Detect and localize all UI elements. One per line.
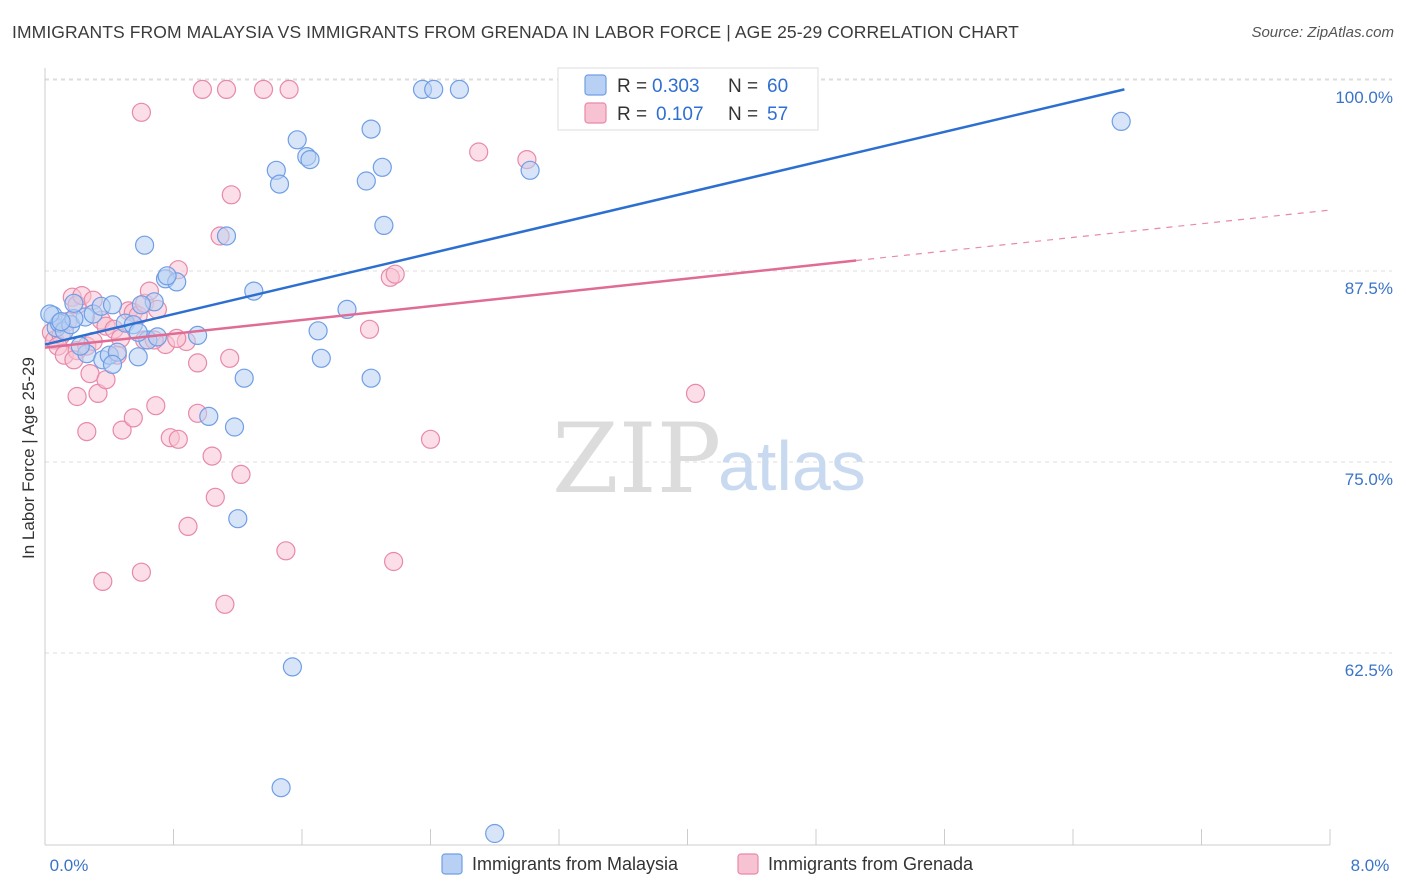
point-grenada-64 — [420, 429, 441, 449]
legend-swatch-malaysia — [584, 74, 607, 96]
point-malaysia-55 — [271, 778, 291, 798]
point-grenada-42 — [168, 429, 188, 449]
point-grenada-55 — [253, 79, 274, 100]
point-malaysia-44 — [287, 130, 307, 150]
point-malaysia-30 — [216, 226, 237, 246]
y-axis-label: In Labor Force | Age 25-29 — [19, 357, 38, 559]
trendline-grenada-extension — [856, 209, 1331, 262]
point-malaysia-31 — [234, 368, 254, 388]
point-grenada-40 — [146, 396, 166, 416]
bottom-legend: Immigrants from Malaysia Immigrants from… — [441, 853, 974, 875]
point-malaysia-32 — [308, 321, 328, 341]
point-grenada-53 — [192, 79, 212, 100]
point-malaysia-50 — [449, 79, 469, 100]
legend-r-value-malaysia: 0.303 — [652, 76, 700, 97]
point-malaysia-25 — [157, 266, 177, 286]
point-grenada-39 — [123, 408, 143, 428]
legend-n-value-malaysia: 60 — [767, 76, 788, 97]
point-grenada-62 — [385, 264, 405, 284]
point-grenada-56 — [279, 79, 299, 100]
point-malaysia-47 — [374, 215, 394, 235]
bottom-legend-swatch-malaysia — [441, 853, 463, 875]
watermark-zip: ZIP — [552, 403, 721, 515]
point-grenada-57 — [469, 142, 489, 162]
point-grenada-44 — [202, 446, 222, 466]
point-malaysia-46 — [361, 119, 381, 139]
point-malaysia-11 — [70, 336, 90, 356]
point-malaysia-53 — [1111, 111, 1131, 132]
trendlines — [44, 88, 1331, 349]
trendline-malaysia — [44, 88, 1125, 346]
point-grenada-63 — [359, 319, 380, 339]
y-tick-label-3: 100.0% — [1335, 88, 1393, 107]
point-grenada-30 — [220, 348, 240, 368]
legend-n-label-grenada: N = — [728, 104, 758, 125]
point-grenada-48 — [276, 541, 296, 561]
point-malaysia-35 — [199, 406, 219, 426]
trendline-grenada — [44, 259, 857, 349]
point-malaysia-18 — [102, 354, 123, 374]
x-tick-label-min: 0.0% — [50, 856, 89, 875]
watermark: ZIP atlas — [552, 403, 866, 515]
point-malaysia-41 — [269, 174, 290, 194]
point-malaysia-39 — [356, 171, 376, 191]
point-grenada-33 — [80, 364, 100, 384]
watermark-atlas: atlas — [718, 427, 866, 505]
legend-n-label-malaysia: N = — [728, 76, 758, 97]
point-grenada-54 — [216, 79, 237, 100]
point-malaysia-58 — [51, 312, 71, 332]
point-grenada-66 — [685, 383, 706, 403]
point-malaysia-49 — [424, 79, 444, 100]
point-malaysia-45 — [372, 157, 392, 177]
point-malaysia-37 — [228, 509, 248, 529]
y-tick-label-0: 62.5% — [1345, 661, 1393, 680]
legend-n-value-grenada: 57 — [767, 104, 788, 125]
point-grenada-52 — [131, 102, 151, 122]
point-grenada-59 — [221, 185, 241, 205]
source-label: Source: ZipAtlas.com — [1251, 24, 1394, 41]
point-malaysia-38 — [282, 657, 302, 677]
point-grenada-45 — [231, 464, 251, 484]
bottom-legend-label-grenada: Immigrants from Grenada — [768, 854, 974, 874]
point-grenada-46 — [205, 487, 225, 507]
point-grenada-50 — [131, 562, 151, 582]
grid-lines — [45, 78, 1392, 654]
bottom-legend-label-malaysia: Immigrants from Malaysia — [472, 854, 679, 874]
point-malaysia-43 — [300, 150, 320, 170]
legend-swatch-grenada — [584, 102, 607, 124]
point-malaysia-51 — [520, 160, 540, 180]
point-grenada-47 — [178, 516, 198, 537]
point-malaysia-34 — [311, 348, 331, 368]
point-grenada-29 — [188, 353, 208, 373]
point-malaysia-27 — [188, 325, 208, 345]
legend-r-label-grenada: R = — [617, 104, 647, 125]
x-tick-label-max: 8.0% — [1351, 856, 1390, 875]
y-tick-labels: 62.5% 75.0% 87.5% 100.0% — [1335, 88, 1393, 680]
point-grenada-38 — [112, 420, 132, 440]
point-grenada-37 — [77, 422, 97, 442]
legend-r-value-grenada: 0.107 — [656, 104, 704, 125]
point-grenada-49 — [93, 571, 113, 592]
y-tick-label-2: 87.5% — [1345, 279, 1393, 298]
x-ticks — [44, 829, 1331, 845]
point-malaysia-8 — [102, 295, 123, 315]
chart-title: IMMIGRANTS FROM MALAYSIA VS IMMIGRANTS F… — [12, 22, 1019, 42]
legend-r-label-malaysia: R = — [617, 76, 647, 97]
top-legend: R = 0.303 N = 60 R = 0.107 N = 57 — [557, 67, 819, 131]
point-malaysia-22 — [131, 295, 151, 315]
point-grenada-51 — [215, 594, 235, 614]
bottom-legend-swatch-grenada — [737, 853, 759, 875]
point-grenada-65 — [384, 551, 404, 572]
point-grenada-36 — [67, 386, 87, 407]
point-malaysia-54 — [361, 368, 381, 388]
point-malaysia-15 — [128, 347, 148, 367]
point-malaysia-56 — [485, 823, 505, 844]
y-tick-label-1: 75.0% — [1345, 470, 1393, 489]
point-malaysia-36 — [224, 417, 245, 437]
point-malaysia-29 — [135, 235, 155, 255]
series-malaysia-points — [40, 79, 1131, 844]
point-malaysia-59 — [64, 293, 84, 313]
